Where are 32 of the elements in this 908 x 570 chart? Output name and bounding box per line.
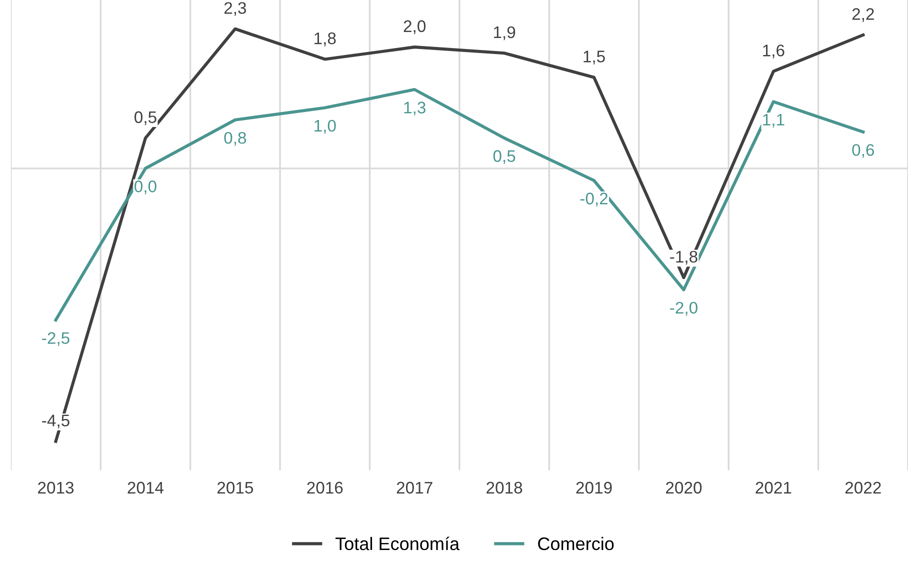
data-label: 2,3 [224, 2, 246, 16]
x-tick-label: 2017 [396, 482, 432, 494]
data-label: -1,8 [670, 250, 698, 265]
data-label: -0,2 [580, 192, 608, 206]
x-tick-label: 2019 [576, 482, 612, 494]
data-label: 1,6 [763, 44, 784, 58]
x-tick-label: 2014 [128, 482, 164, 494]
x-tick-label: 2015 [217, 482, 254, 494]
data-label: 1,9 [494, 26, 516, 40]
legend-label: Total Economía [336, 536, 460, 550]
data-label: -2,5 [42, 332, 70, 346]
data-label: 0,0 [134, 180, 156, 194]
data-label: 0,5 [134, 111, 156, 126]
x-tick-label: 2020 [666, 482, 702, 494]
x-tick-label: 2021 [756, 482, 792, 494]
data-label: 0,5 [493, 150, 516, 164]
data-label: 2,0 [404, 20, 426, 34]
data-label: -4,5 [42, 414, 70, 428]
data-label: 2,2 [852, 8, 874, 22]
data-label: 1,8 [314, 32, 336, 46]
data-label: 1,0 [314, 120, 336, 134]
x-tick-label: 2016 [307, 482, 343, 494]
data-label: 1,3 [404, 102, 426, 116]
x-tick-label: 2022 [845, 482, 881, 494]
legend-label: Comercio [538, 536, 614, 550]
data-label: 0,6 [852, 144, 874, 158]
data-label: -2,0 [670, 302, 698, 316]
x-tick-label: 2013 [38, 482, 74, 494]
x-tick-label: 2018 [486, 482, 522, 494]
data-label: 1,1 [763, 114, 784, 128]
data-label: 0,8 [224, 132, 246, 146]
data-label: 1,5 [584, 50, 605, 64]
